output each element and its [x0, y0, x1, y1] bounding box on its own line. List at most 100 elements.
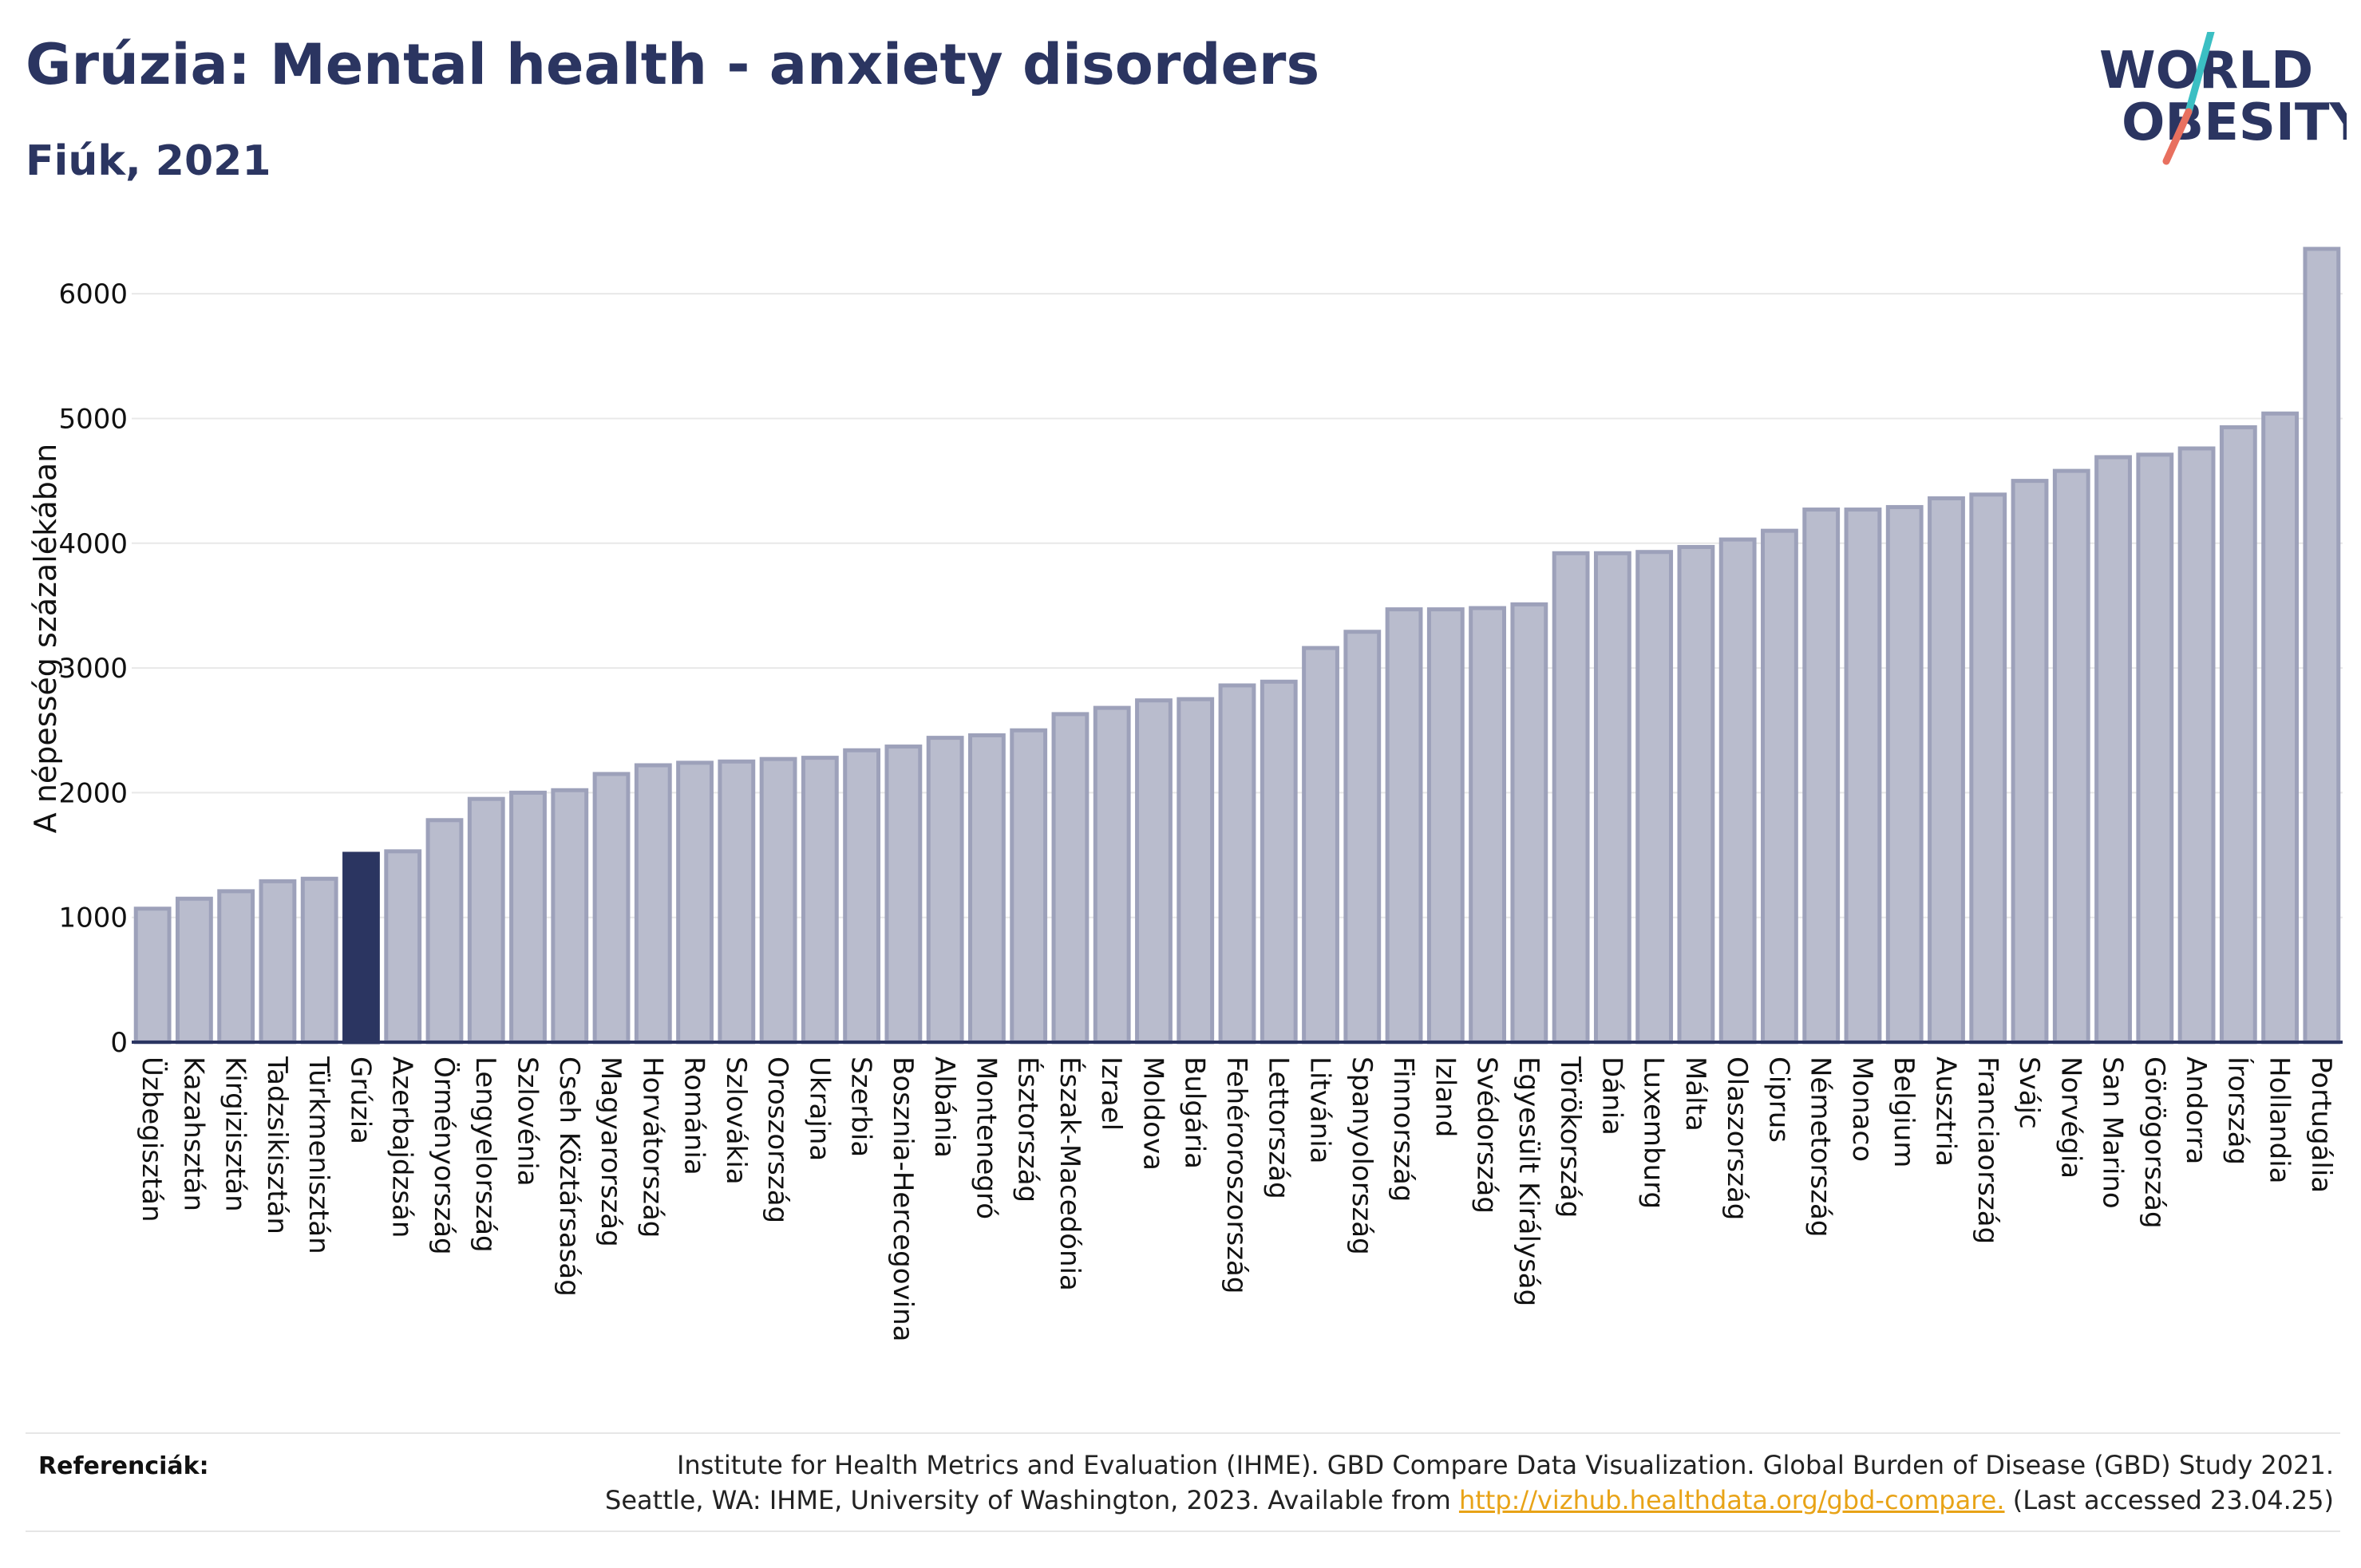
x-tick-label: Kazahsztán — [177, 1057, 209, 1211]
y-tick-label: 1000 — [58, 902, 128, 934]
bar-Finnország — [1385, 607, 1423, 1045]
bar-Oroszország — [759, 756, 797, 1045]
x-tick-label: Dánia — [1596, 1057, 1627, 1136]
bar-Lengyelország — [467, 796, 505, 1045]
x-tick-label: Svájc — [2013, 1057, 2045, 1129]
x-tick-label: Horvátország — [636, 1057, 668, 1238]
references-line-2-suffix: (Last accessed 23.04.25) — [2004, 1485, 2334, 1515]
bar-Horvátország — [634, 763, 672, 1045]
x-tick-label: Lettország — [1262, 1057, 1294, 1199]
bar-Albánia — [926, 736, 964, 1045]
y-tick-label: 2000 — [58, 777, 128, 809]
x-tick-label: Törökország — [1554, 1056, 1586, 1218]
bar-Andorra — [2177, 446, 2216, 1045]
x-tick-label: Spanyolország — [1346, 1057, 1378, 1255]
x-tick-label: Hollandia — [2264, 1057, 2296, 1184]
bar-Ukrajna — [801, 756, 839, 1045]
bar-San Marino — [2094, 455, 2132, 1045]
x-tick-label: Ciprus — [1762, 1057, 1794, 1143]
bar-Kazahsztán — [175, 896, 213, 1045]
bar-Törökország — [1552, 551, 1590, 1045]
world-obesity-logo: WORLD OBESITY — [2099, 32, 2347, 165]
x-tick-label: Fehéroroszország — [1220, 1057, 1252, 1294]
logo-slash-teal — [2185, 32, 2215, 116]
bar-Grúzia — [342, 851, 380, 1045]
bar-Kirgizisztán — [217, 889, 255, 1045]
bar-Azerbajdzsán — [384, 849, 422, 1045]
x-tick-label: Andorra — [2180, 1057, 2212, 1164]
x-tick-label: Észtország — [1012, 1057, 1045, 1203]
bar-Izland — [1426, 607, 1465, 1045]
references-link[interactable]: http://vizhub.healthdata.org/gbd-compare… — [1458, 1485, 2005, 1515]
bar-Görögország — [2136, 452, 2174, 1045]
bar-Moldova — [1135, 698, 1173, 1045]
x-tick-label: Luxemburg — [1638, 1057, 1670, 1209]
bar-Norvégia — [2052, 468, 2090, 1045]
x-tick-label: Svédország — [1471, 1057, 1503, 1214]
x-tick-label: Szlovákia — [720, 1057, 752, 1185]
x-tick-label: Türkmenisztán — [303, 1056, 334, 1254]
x-tick-label: Albánia — [928, 1057, 960, 1158]
references-text: Institute for Health Metrics and Evaluat… — [578, 1448, 2334, 1518]
bar-Írország — [2219, 425, 2257, 1045]
bar-Románia — [676, 760, 714, 1045]
bar-Fehéroroszország — [1218, 683, 1256, 1045]
logo-slash-red — [2162, 108, 2193, 165]
bar-Bulgária — [1177, 697, 1215, 1045]
x-tick-label: Oroszország — [761, 1057, 793, 1223]
y-tick-label: 3000 — [58, 653, 128, 685]
x-tick-label: Monaco — [1846, 1057, 1878, 1162]
x-tick-label: Olaszország — [1721, 1057, 1753, 1220]
x-tick-label: Ausztria — [1929, 1057, 1961, 1167]
bar-Magyarország — [592, 772, 631, 1045]
x-tick-label: Németország — [1805, 1057, 1837, 1237]
references-line-2-prefix: Seattle, WA: IHME, University of Washing… — [605, 1485, 1459, 1515]
references-line-2: Seattle, WA: IHME, University of Washing… — [578, 1483, 2334, 1518]
bar-Szlovénia — [509, 790, 547, 1045]
x-tick-label: Szerbia — [845, 1057, 877, 1157]
bar-Dánia — [1593, 551, 1631, 1045]
bar-Málta — [1677, 544, 1715, 1045]
x-tick-label: Portugália — [2305, 1057, 2337, 1193]
x-tick-label: Norvégia — [2055, 1057, 2086, 1179]
bar-Cseh Köztársaság — [551, 788, 589, 1045]
x-tick-label: Egyesült Királyság — [1513, 1057, 1544, 1306]
x-tick-label: Ukrajna — [803, 1057, 835, 1161]
x-tick-label: Lengyelország — [469, 1057, 501, 1253]
bar-Észak-Macedónia — [1051, 712, 1090, 1045]
references-line-1: Institute for Health Metrics and Evaluat… — [676, 1450, 2334, 1480]
bar-Luxemburg — [1635, 550, 1674, 1045]
x-tick-label: Izrael — [1095, 1057, 1127, 1131]
y-tick-label: 6000 — [58, 278, 128, 310]
x-tick-label: Azerbajdzsán — [386, 1057, 418, 1238]
bar-Lettország — [1260, 679, 1298, 1045]
bar-Bosznia-Hercegovina — [884, 745, 923, 1045]
bar-Olaszország — [1718, 537, 1757, 1045]
bar-chart: 0 1000 2000 3000 4000 5000 6000 A népesség száz… — [28, 247, 2343, 1341]
x-tick-label: Bosznia-Hercegovina — [887, 1057, 919, 1341]
bar-Észtország — [1010, 728, 1048, 1045]
y-tick-label: 0 — [110, 1027, 128, 1059]
x-tick-label: San Marino — [2097, 1057, 2129, 1209]
bar-Türkmenisztán — [300, 876, 338, 1045]
x-tick-label: Bulgária — [1179, 1057, 1211, 1169]
x-tick-label: Cseh Köztársaság — [553, 1057, 585, 1297]
bar-Portugália — [2303, 247, 2341, 1045]
y-axis-title: A népesség százalékában — [28, 444, 63, 834]
bar-Litvánia — [1302, 646, 1339, 1045]
logo-text-obesity: OBESITY — [2122, 93, 2347, 152]
x-tick-label: Üzbegisztán — [136, 1057, 168, 1222]
footer-divider-top — [26, 1432, 2340, 1434]
bar-Franciaország — [1969, 492, 2007, 1045]
bar-Svájc — [2011, 479, 2049, 1045]
page-title: Grúzia: Mental health - anxiety disorder… — [26, 32, 1320, 97]
y-tick-label: 5000 — [58, 403, 128, 435]
x-tick-label: Franciaország — [1971, 1057, 2003, 1244]
x-tick-label: Tadzsikisztán — [261, 1056, 293, 1234]
x-tick-label: Montenegró — [970, 1057, 1002, 1219]
x-tick-label: Grúzia — [344, 1057, 376, 1144]
y-tick-label: 4000 — [58, 528, 128, 560]
x-tick-label: Görögország — [2138, 1057, 2170, 1229]
x-tick-label: Moldova — [1137, 1057, 1169, 1171]
bar-Belgium — [1885, 504, 1924, 1045]
